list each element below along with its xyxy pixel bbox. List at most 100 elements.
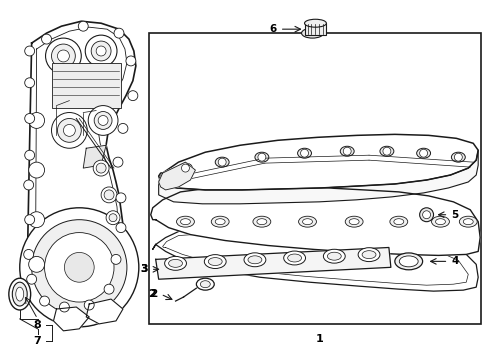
Circle shape — [91, 41, 111, 61]
Circle shape — [40, 296, 49, 306]
Ellipse shape — [196, 278, 214, 290]
Polygon shape — [156, 247, 391, 279]
Text: 2: 2 — [148, 289, 156, 299]
Polygon shape — [153, 229, 478, 291]
Circle shape — [78, 21, 88, 31]
Circle shape — [113, 157, 123, 167]
Circle shape — [57, 50, 70, 62]
Circle shape — [57, 118, 81, 142]
Ellipse shape — [436, 219, 445, 225]
Ellipse shape — [200, 281, 210, 288]
Polygon shape — [159, 150, 478, 204]
Circle shape — [24, 249, 34, 260]
Circle shape — [29, 113, 45, 129]
Circle shape — [218, 158, 226, 166]
Ellipse shape — [284, 251, 306, 265]
Circle shape — [88, 105, 118, 135]
Text: 7: 7 — [34, 336, 42, 346]
Circle shape — [51, 44, 75, 68]
Bar — [149, 33, 481, 324]
Ellipse shape — [464, 219, 473, 225]
Ellipse shape — [432, 216, 449, 227]
Ellipse shape — [248, 256, 262, 264]
Circle shape — [42, 34, 51, 44]
Ellipse shape — [178, 163, 193, 173]
Ellipse shape — [327, 252, 341, 260]
Polygon shape — [151, 187, 480, 255]
Text: 3: 3 — [141, 264, 148, 274]
Circle shape — [383, 147, 391, 155]
Circle shape — [300, 149, 309, 157]
Circle shape — [24, 46, 35, 56]
Ellipse shape — [12, 282, 27, 306]
Bar — [51, 63, 121, 108]
Ellipse shape — [165, 256, 187, 270]
Ellipse shape — [16, 287, 24, 301]
Circle shape — [46, 38, 81, 74]
Ellipse shape — [257, 219, 267, 225]
Circle shape — [126, 56, 136, 66]
Polygon shape — [83, 145, 106, 168]
Ellipse shape — [394, 219, 404, 225]
Circle shape — [181, 164, 190, 172]
Ellipse shape — [288, 254, 301, 262]
Ellipse shape — [349, 219, 359, 225]
Polygon shape — [159, 162, 196, 190]
Circle shape — [29, 256, 45, 272]
Polygon shape — [159, 134, 478, 190]
Circle shape — [96, 163, 106, 173]
Ellipse shape — [215, 157, 229, 167]
Bar — [305, 23, 326, 35]
Text: 6: 6 — [270, 24, 277, 34]
Ellipse shape — [340, 146, 354, 156]
Ellipse shape — [255, 152, 269, 162]
Circle shape — [63, 125, 75, 136]
Ellipse shape — [297, 148, 312, 158]
Ellipse shape — [305, 19, 326, 27]
Circle shape — [20, 208, 139, 327]
Circle shape — [116, 193, 126, 203]
Circle shape — [419, 149, 428, 157]
Polygon shape — [26, 21, 136, 309]
Ellipse shape — [244, 253, 266, 267]
Text: 2: 2 — [150, 289, 158, 299]
Circle shape — [93, 160, 109, 176]
Circle shape — [94, 112, 112, 129]
Ellipse shape — [459, 216, 477, 227]
Circle shape — [24, 180, 34, 190]
Ellipse shape — [345, 216, 363, 227]
Ellipse shape — [298, 216, 317, 227]
Circle shape — [64, 252, 94, 282]
Ellipse shape — [208, 258, 222, 266]
Circle shape — [114, 28, 124, 38]
Text: 1: 1 — [316, 334, 323, 344]
Circle shape — [59, 302, 70, 312]
Ellipse shape — [358, 248, 380, 262]
Ellipse shape — [302, 219, 313, 225]
Ellipse shape — [323, 249, 345, 263]
Circle shape — [258, 153, 266, 161]
Ellipse shape — [416, 148, 431, 158]
Circle shape — [104, 284, 114, 294]
Ellipse shape — [211, 216, 229, 227]
Circle shape — [101, 187, 117, 203]
Circle shape — [45, 233, 114, 302]
Ellipse shape — [362, 251, 376, 258]
Circle shape — [51, 113, 87, 148]
Ellipse shape — [215, 219, 225, 225]
Circle shape — [24, 150, 35, 160]
Circle shape — [116, 223, 126, 233]
Text: 3: 3 — [140, 264, 148, 274]
Ellipse shape — [180, 219, 191, 225]
Circle shape — [343, 147, 351, 155]
Polygon shape — [86, 299, 123, 324]
Circle shape — [128, 91, 138, 100]
Circle shape — [111, 255, 121, 264]
Circle shape — [32, 220, 127, 315]
Circle shape — [422, 211, 431, 219]
Circle shape — [29, 212, 45, 228]
Circle shape — [96, 46, 106, 56]
Circle shape — [24, 78, 35, 88]
Circle shape — [104, 190, 114, 200]
Ellipse shape — [301, 28, 323, 38]
